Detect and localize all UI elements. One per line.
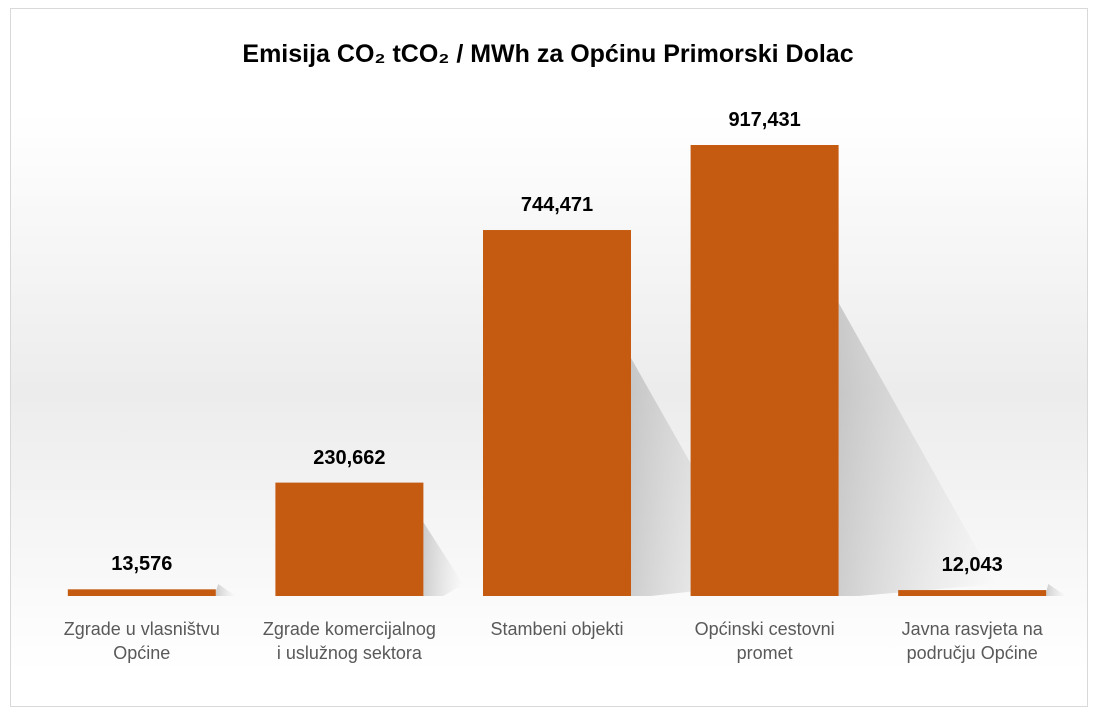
- x-tick-label: Stambeni objekti: [490, 619, 624, 639]
- bar-shadow: [1046, 584, 1067, 596]
- bar: [690, 145, 839, 596]
- x-tick-label: Zgrade komercijalnog i uslužnog sektora: [262, 619, 436, 663]
- data-label: 13,576: [111, 553, 173, 576]
- bar: [483, 230, 631, 596]
- bar-shadow: [215, 584, 236, 596]
- bar: [898, 590, 1047, 596]
- data-label: 12,043: [941, 554, 1003, 577]
- data-label: 744,471: [520, 194, 594, 217]
- bar: [67, 589, 216, 596]
- bar-shadow: [423, 522, 464, 596]
- bar: [275, 482, 424, 596]
- data-label: 917,431: [728, 109, 801, 131]
- chart-title: Emisija CO₂ tCO₂ / MWh za Općinu Primors…: [242, 40, 854, 68]
- x-tick-label: Zgrade u vlasništvu Općine: [63, 619, 220, 663]
- x-tick-label: Javna rasvjeta na području Općine: [901, 619, 1043, 663]
- bar-shadow: [838, 302, 997, 596]
- data-label: 230,662: [313, 446, 386, 469]
- x-tick-label: Općinski cestovni promet: [694, 619, 835, 663]
